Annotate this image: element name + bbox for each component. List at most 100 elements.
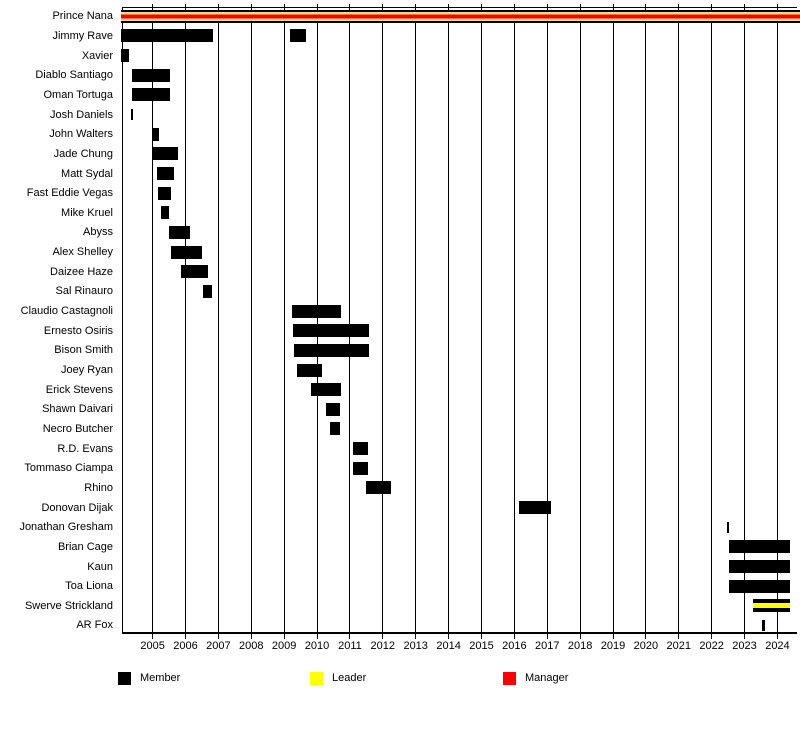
x-tick-label-2015: 2015 — [469, 639, 494, 652]
row-label-fast-eddie-vegas: Fast Eddie Vegas — [26, 187, 113, 200]
row-label-shawn-daivari: Shawn Daivari — [42, 403, 113, 416]
x-tick-2010 — [316, 633, 318, 639]
timeline-bar-fast-eddie-vegas — [157, 186, 171, 200]
x-tick-2015 — [480, 633, 482, 639]
year-gridline-2014 — [448, 4, 450, 632]
x-tick-2023 — [744, 633, 746, 639]
x-tick-2018 — [579, 633, 581, 639]
timeline-bar-abyss — [168, 225, 190, 239]
legend-swatch-leader — [310, 672, 323, 685]
row-label-jade-chung: Jade Chung — [53, 147, 113, 160]
timeline-bar-jimmy-rave-2 — [289, 29, 306, 43]
x-tick-label-2014: 2014 — [436, 639, 461, 652]
x-tick-label-2023: 2023 — [732, 639, 757, 652]
timeline-bar-jonathan-gresham — [726, 521, 730, 533]
x-tick-2009 — [283, 633, 285, 639]
row-label-mike-kruel: Mike Kruel — [61, 206, 113, 219]
year-gridline-2015 — [480, 4, 482, 632]
row-label-sal-rinauro: Sal Rinauro — [55, 285, 113, 298]
row-label-toa-liona: Toa Liona — [65, 580, 113, 593]
row-label-kaun: Kaun — [87, 560, 113, 573]
row-label-john-walters: John Walters — [49, 128, 113, 141]
row-label-rhino: Rhino — [84, 481, 113, 494]
year-gridline-2006 — [184, 4, 186, 632]
row-label-diablo-santiago: Diablo Santiago — [35, 69, 113, 82]
row-label-jimmy-rave: Jimmy Rave — [52, 29, 113, 42]
year-gridline-2012 — [382, 4, 384, 632]
x-tick-2021 — [678, 633, 680, 639]
row-label-alex-shelley: Alex Shelley — [52, 246, 113, 259]
year-gridline-2007 — [217, 4, 219, 632]
timeline-bar-kaun — [728, 560, 790, 574]
timeline-bar-jimmy-rave-1 — [121, 29, 213, 43]
timeline-bar-sal-rinauro — [202, 284, 212, 298]
x-tick-label-2009: 2009 — [271, 639, 297, 652]
x-tick-label-2008: 2008 — [239, 639, 264, 652]
year-gridline-2010 — [316, 4, 318, 632]
row-label-xavier: Xavier — [81, 49, 113, 62]
x-tick-label-2021: 2021 — [666, 639, 692, 652]
row-label-josh-daniels: Josh Daniels — [50, 108, 113, 121]
year-gridline-2008 — [250, 4, 252, 632]
x-tick-label-2022: 2022 — [699, 639, 724, 652]
x-tick-2007 — [217, 633, 219, 639]
row-label-abyss: Abyss — [83, 226, 113, 239]
year-gridline-2011 — [349, 4, 351, 632]
row-label-jonathan-gresham: Jonathan Gresham — [19, 521, 113, 534]
x-tick-2024 — [776, 633, 778, 639]
timeline-bar-matt-sydal — [156, 167, 174, 181]
timeline-bar-john-walters — [152, 127, 159, 141]
timeline-bar-josh-daniels — [130, 109, 134, 121]
timeline-bar-joey-ryan — [296, 363, 322, 377]
year-gridline-2022 — [711, 4, 713, 632]
row-label-matt-sydal: Matt Sydal — [61, 167, 113, 180]
timeline-bar-ernesto-osiris — [292, 324, 370, 338]
x-tick-2005 — [152, 633, 154, 639]
legend-swatch-manager — [503, 672, 516, 685]
x-tick-2016 — [513, 633, 515, 639]
timeline-bar-necro-butcher — [329, 422, 341, 436]
timeline-bar-xavier — [121, 49, 129, 63]
year-gridline-2013 — [415, 4, 417, 632]
x-tick-2006 — [184, 633, 186, 639]
year-gridline-2016 — [513, 4, 515, 632]
legend-label-member: Member — [140, 672, 181, 684]
year-gridline-2020 — [645, 4, 647, 632]
x-tick-2012 — [382, 633, 384, 639]
x-tick-label-2024: 2024 — [765, 639, 790, 652]
x-tick-2014 — [448, 633, 450, 639]
plot-top-border — [121, 6, 797, 8]
timeline-bar-daizee-haze — [180, 265, 208, 279]
x-tick-label-2010: 2010 — [304, 639, 330, 652]
x-tick-2017 — [546, 633, 548, 639]
row-label-ar-fox: AR Fox — [76, 619, 113, 632]
timeline-bar-ar-fox — [762, 619, 765, 631]
timeline-bar-oman-tortuga — [131, 88, 170, 102]
x-tick-label-2019: 2019 — [600, 639, 626, 652]
timeline-bar-jade-chung — [152, 147, 178, 161]
row-label-claudio-castagnoli: Claudio Castagnoli — [20, 305, 113, 318]
year-gridline-2021 — [678, 4, 680, 632]
x-tick-label-2016: 2016 — [502, 639, 527, 652]
x-axis-line — [121, 631, 797, 634]
x-tick-label-2018: 2018 — [567, 639, 593, 652]
plot-left-border — [121, 6, 124, 632]
timeline-bar-swerve-strickland — [752, 599, 790, 613]
x-tick-label-2006: 2006 — [173, 639, 198, 652]
row-label-brian-cage: Brian Cage — [57, 540, 113, 553]
x-tick-label-2011: 2011 — [338, 639, 362, 652]
x-tick-2013 — [415, 633, 417, 639]
timeline-bar-toa-liona — [728, 579, 790, 593]
row-label-joey-ryan: Joey Ryan — [61, 364, 113, 377]
timeline-bar-mike-kruel — [160, 206, 169, 220]
timeline-bar-r-d-evans — [352, 442, 369, 456]
year-gridline-2009 — [283, 4, 285, 632]
x-tick-2020 — [645, 633, 647, 639]
legend-swatch-member — [118, 672, 131, 685]
year-gridline-2024 — [776, 4, 778, 632]
timeline-bar-brian-cage — [728, 540, 790, 554]
timeline-bar-shawn-daivari — [325, 402, 341, 416]
x-tick-label-2013: 2013 — [403, 639, 428, 652]
timeline-bar-tommaso-ciampa — [352, 461, 369, 475]
year-gridline-2005 — [152, 4, 154, 632]
